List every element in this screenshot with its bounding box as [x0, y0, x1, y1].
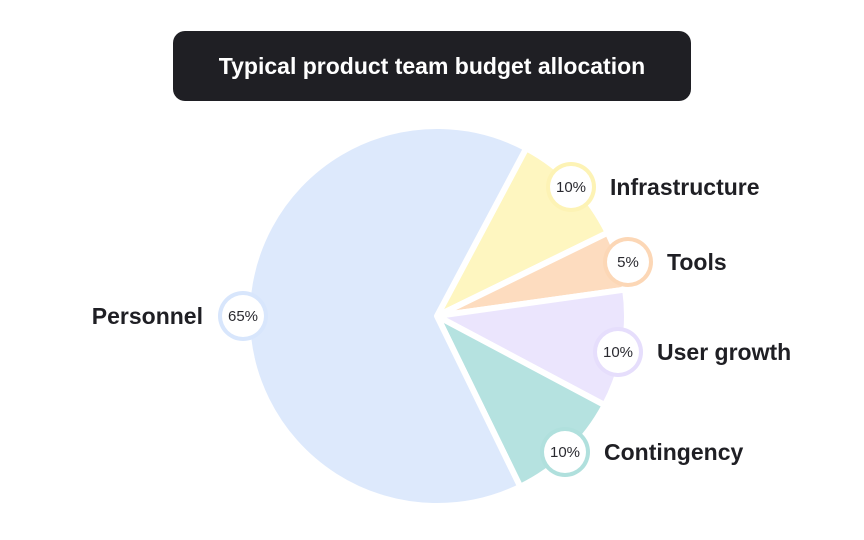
badge-user-growth — [597, 331, 639, 373]
badge-infrastructure — [550, 166, 592, 208]
badge-tools — [607, 241, 649, 283]
data-label-contingency: 10% — [550, 444, 580, 461]
data-label-tools: 5% — [617, 254, 639, 271]
badge-contingency — [544, 431, 586, 473]
chart-title: Typical product team budget allocation — [173, 31, 691, 101]
slice-label-contingency: Contingency — [604, 439, 743, 465]
data-label-user-growth: 10% — [603, 344, 633, 361]
badge-personnel — [222, 295, 264, 337]
slice-label-tools: Tools — [667, 249, 727, 275]
slice-label-personnel: Personnel — [92, 303, 203, 329]
slice-label-infrastructure: Infrastructure — [610, 174, 760, 200]
data-label-infrastructure: 10% — [556, 179, 586, 196]
data-label-personnel: 65% — [228, 308, 258, 325]
slice-label-user-growth: User growth — [657, 339, 791, 365]
